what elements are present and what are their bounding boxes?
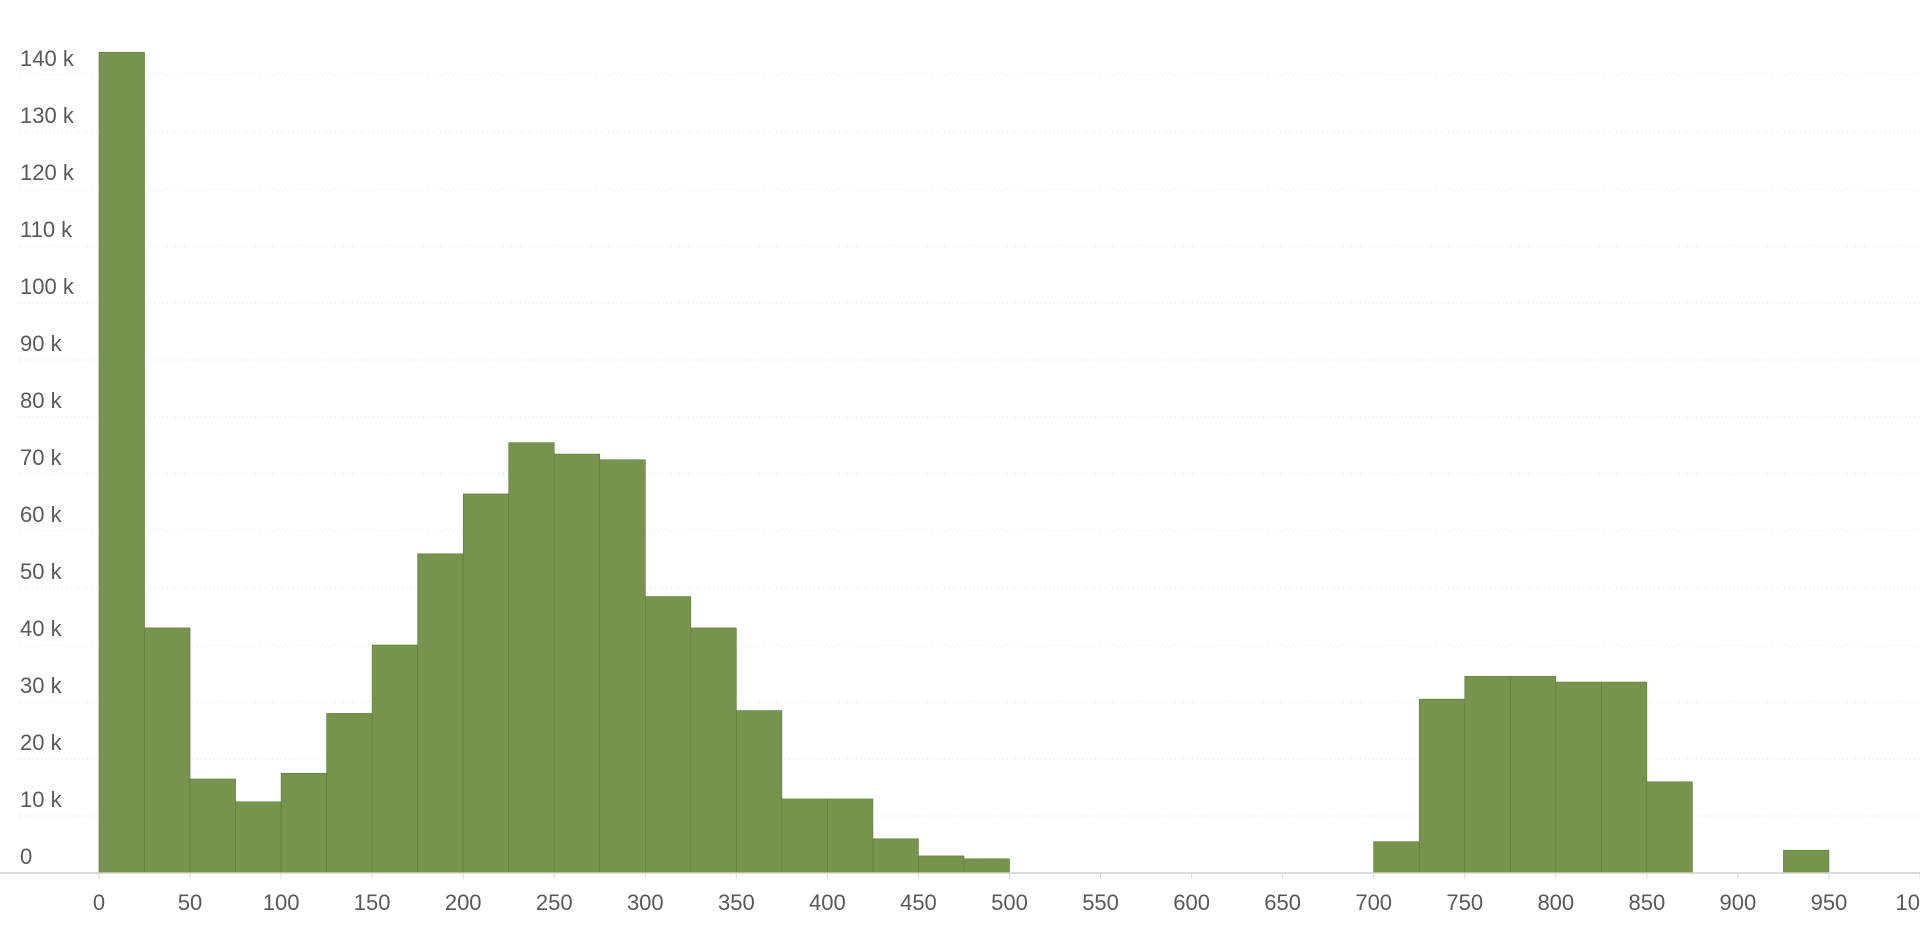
svg-text:950: 950 <box>1811 890 1848 915</box>
svg-text:90 k: 90 k <box>20 331 63 356</box>
svg-text:400: 400 <box>809 890 846 915</box>
svg-text:850: 850 <box>1628 890 1665 915</box>
svg-text:110 k: 110 k <box>20 217 73 242</box>
svg-text:30 k: 30 k <box>20 673 63 698</box>
svg-text:100: 100 <box>263 890 300 915</box>
svg-text:50: 50 <box>178 890 202 915</box>
svg-text:450: 450 <box>900 890 937 915</box>
svg-text:130 k: 130 k <box>20 103 75 128</box>
svg-text:800: 800 <box>1537 890 1574 915</box>
svg-text:150: 150 <box>354 890 391 915</box>
svg-text:70 k: 70 k <box>20 445 63 470</box>
svg-text:100 k: 100 k <box>20 274 75 299</box>
svg-text:900: 900 <box>1720 890 1757 915</box>
svg-text:550: 550 <box>1082 890 1119 915</box>
svg-text:1000: 1000 <box>1896 890 1920 915</box>
svg-text:350: 350 <box>718 890 755 915</box>
svg-text:140 k: 140 k <box>20 46 75 71</box>
svg-text:250: 250 <box>536 890 573 915</box>
svg-text:600: 600 <box>1173 890 1210 915</box>
svg-text:0: 0 <box>93 890 105 915</box>
svg-text:300: 300 <box>627 890 664 915</box>
svg-text:60 k: 60 k <box>20 502 63 527</box>
svg-text:750: 750 <box>1446 890 1483 915</box>
svg-text:40 k: 40 k <box>20 616 63 641</box>
svg-text:500: 500 <box>991 890 1028 915</box>
svg-text:120 k: 120 k <box>20 160 75 185</box>
svg-text:200: 200 <box>445 890 482 915</box>
svg-text:0: 0 <box>20 844 32 869</box>
svg-text:700: 700 <box>1355 890 1392 915</box>
svg-text:80 k: 80 k <box>20 388 63 413</box>
svg-text:10 k: 10 k <box>20 787 63 812</box>
svg-text:20 k: 20 k <box>20 730 63 755</box>
svg-text:650: 650 <box>1264 890 1301 915</box>
svg-text:50 k: 50 k <box>20 559 63 584</box>
